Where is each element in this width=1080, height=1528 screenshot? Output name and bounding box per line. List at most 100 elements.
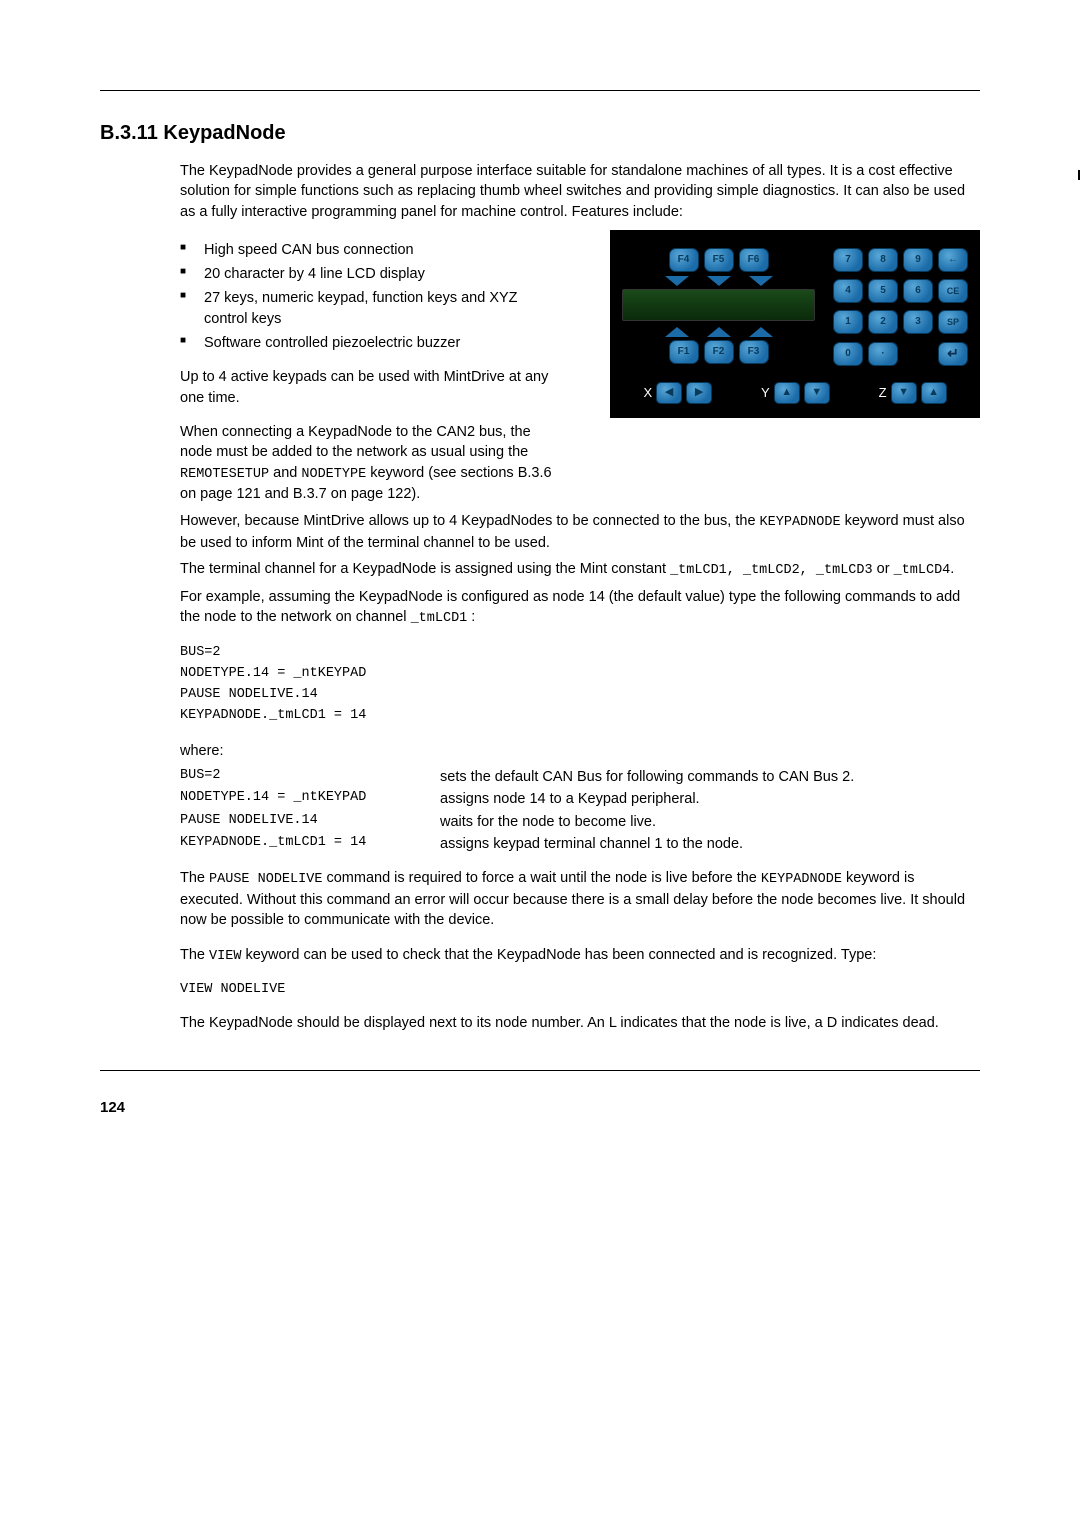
defn-value: assigns node 14 to a Keypad peripheral. [440, 789, 980, 809]
xyz-row: X ◀ ▶ Y ▲ ▼ Z ▼ ▲ [622, 382, 968, 404]
kw-nodetype: NODETYPE [301, 467, 366, 482]
key-f3: F3 [739, 340, 769, 364]
numeric-keypad: 7 8 9 ← 4 5 6 CE 1 2 3 SP 0 · [833, 248, 968, 368]
key-sp: SP [938, 310, 968, 334]
kw-keypadnode: KEYPADNODE [761, 872, 842, 887]
key-dot: · [868, 342, 898, 366]
defn-key: KEYPADNODE._tmLCD1 = 14 [180, 834, 440, 854]
feature-list: High speed CAN bus connection 20 charact… [180, 240, 560, 353]
key-f5: F5 [704, 248, 734, 272]
kw-pause-nodelive: PAUSE NODELIVE [209, 872, 322, 887]
view-nodelive-code: VIEW NODELIVE [180, 981, 980, 1000]
text: : [467, 609, 475, 625]
key-blank [903, 342, 933, 368]
x-left-key: ◀ [656, 382, 682, 404]
terminal-paragraph: The terminal channel for a KeypadNode is… [180, 559, 980, 581]
kw-keypadnode: KEYPADNODE [760, 515, 841, 530]
key-8: 8 [868, 248, 898, 272]
enter-icon: ↵ [947, 344, 959, 364]
text: When connecting a KeypadNode to the CAN2… [180, 424, 531, 460]
text: command is required to force a wait unti… [322, 870, 760, 886]
x-label: X [643, 384, 652, 402]
defn-value: sets the default CAN Bus for following c… [440, 767, 980, 787]
definition-row: KEYPADNODE._tmLCD1 = 14 assigns keypad t… [180, 834, 980, 854]
kw-tmlcd: _tmLCD1, _tmLCD2, _tmLCD3 [670, 563, 873, 578]
text: The [180, 947, 209, 963]
z-down-key: ▼ [891, 382, 917, 404]
list-item: 20 character by 4 line LCD display [180, 264, 560, 284]
text: However, because MintDrive allows up to … [180, 513, 760, 529]
key-enter: ↵ [938, 342, 968, 366]
bottom-rule [100, 1070, 980, 1071]
intro-paragraph: The KeypadNode provides a general purpos… [180, 161, 980, 222]
y-down-key: ▼ [804, 382, 830, 404]
list-item: High speed CAN bus connection [180, 240, 560, 260]
definition-row: NODETYPE.14 = _ntKEYPAD assigns node 14 … [180, 789, 980, 809]
text: For example, assuming the KeypadNode is … [180, 589, 960, 625]
text: . [950, 561, 954, 577]
where-label: where: [180, 741, 980, 761]
z-label: Z [879, 384, 887, 402]
defn-key: PAUSE NODELIVE.14 [180, 812, 440, 832]
lcd-display [622, 289, 815, 321]
key-9: 9 [903, 248, 933, 272]
code-block: BUS=2 NODETYPE.14 = _ntKEYPAD PAUSE NODE… [180, 643, 980, 727]
definition-row: BUS=2 sets the default CAN Bus for follo… [180, 767, 980, 787]
key-4: 4 [833, 279, 863, 303]
top-rule [100, 90, 980, 91]
text: or [873, 561, 894, 577]
key-f1: F1 [669, 340, 699, 364]
key-f4: F4 [669, 248, 699, 272]
section-title: KeypadNode [163, 122, 285, 144]
kw-view: VIEW [209, 949, 241, 964]
key-3: 3 [903, 310, 933, 334]
y-group: Y ▲ ▼ [761, 382, 830, 404]
content-body: The KeypadNode provides a general purpos… [180, 161, 980, 1034]
section-heading: B.3.11 KeypadNode [100, 119, 980, 147]
triangle-up-icon [665, 327, 689, 337]
pause-paragraph: The PAUSE NODELIVE command is required t… [180, 868, 980, 930]
key-backspace: ← [938, 248, 968, 272]
text: The terminal channel for a KeypadNode is… [180, 561, 670, 577]
keypad-figure: F4 F5 F6 [610, 230, 980, 418]
code-line: NODETYPE.14 = _ntKEYPAD [180, 664, 980, 685]
kw-remotesetup: REMOTESETUP [180, 467, 269, 482]
upto4-paragraph: Up to 4 active keypads can be used with … [180, 367, 560, 408]
defn-value: waits for the node to become live. [440, 812, 980, 832]
two-column-region: High speed CAN bus connection 20 charact… [180, 236, 980, 511]
text: keyword can be used to check that the Ke… [241, 947, 876, 963]
key-2: 2 [868, 310, 898, 334]
triangle-up-icon [707, 327, 731, 337]
text: and [269, 465, 301, 481]
kw-tmlcd1: _tmLCD1 [411, 611, 468, 626]
x-right-key: ▶ [686, 382, 712, 404]
z-up-key: ▲ [921, 382, 947, 404]
key-1: 1 [833, 310, 863, 334]
key-f6: F6 [739, 248, 769, 272]
kw-tmlcd4: _tmLCD4 [894, 563, 951, 578]
list-item: Software controlled piezoelectric buzzer [180, 333, 560, 353]
triangle-down-icon [749, 276, 773, 286]
z-group: Z ▼ ▲ [879, 382, 947, 404]
definition-row: PAUSE NODELIVE.14 waits for the node to … [180, 812, 980, 832]
however-paragraph: However, because MintDrive allows up to … [180, 511, 980, 553]
y-label: Y [761, 384, 770, 402]
code-line: PAUSE NODELIVE.14 [180, 685, 980, 706]
key-7: 7 [833, 248, 863, 272]
defn-key: BUS=2 [180, 767, 440, 787]
code-line: KEYPADNODE._tmLCD1 = 14 [180, 706, 980, 727]
key-0: 0 [833, 342, 863, 366]
triangle-down-icon [707, 276, 731, 286]
defn-key: NODETYPE.14 = _ntKEYPAD [180, 789, 440, 809]
connect-paragraph: When connecting a KeypadNode to the CAN2… [180, 422, 560, 505]
view-paragraph: The VIEW keyword can be used to check th… [180, 945, 980, 967]
code-line: BUS=2 [180, 643, 980, 664]
x-group: X ◀ ▶ [643, 382, 712, 404]
text: The [180, 870, 209, 886]
key-f2: F2 [704, 340, 734, 364]
key-6: 6 [903, 279, 933, 303]
left-column: High speed CAN bus connection 20 charact… [180, 236, 560, 511]
key-5: 5 [868, 279, 898, 303]
list-item: 27 keys, numeric keypad, function keys a… [180, 288, 560, 329]
page-number: 124 [100, 1097, 980, 1118]
